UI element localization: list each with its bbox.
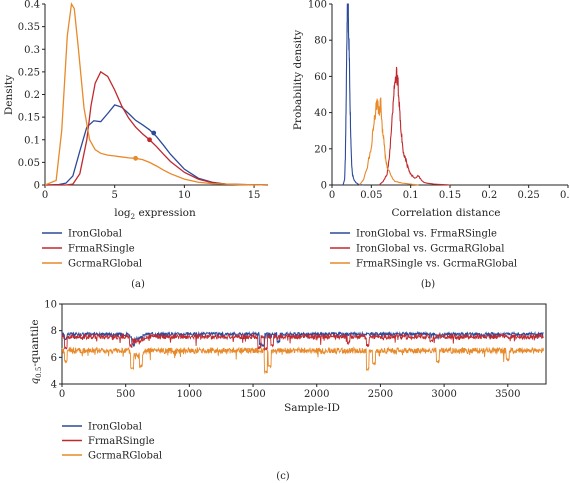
series-line-IronGlobal vs. FrmaRSingle	[342, 3, 364, 186]
series-marker-FrmaRSingle	[147, 137, 152, 143]
panel-c-ylabel: q0.5-quantile	[29, 319, 43, 384]
panel-c-x-tick-label: 1000	[177, 389, 202, 400]
panel-a-y-tick-label: 0.35	[18, 22, 40, 33]
legend-a-label: IronGlobal	[68, 229, 122, 240]
panel-label-a: (a)	[131, 279, 145, 290]
panel-c-x-tick-label: 500	[116, 389, 135, 400]
panel-b-y-tick-label: 0	[321, 181, 327, 192]
panel-a-y-tick-label: 0.05	[18, 158, 40, 169]
series-marker-GcrmaRGlobal	[133, 155, 138, 161]
panel-c-y-tick-label: 6	[51, 353, 57, 364]
panel-a-ylabel: Density	[3, 75, 15, 115]
panel-c-xlabel: Sample-ID	[284, 402, 340, 414]
panel-a-x-tick-label: 5	[112, 190, 118, 201]
panel-c-chart: q0.5-quantile Sample-ID 0 500 1000 1500 2000…	[29, 300, 547, 414]
panel-a-y-tick-label: 0.15	[18, 113, 40, 124]
legend-a: IronGlobal FrmaRSingle GcrmaRGlobal	[42, 229, 142, 270]
series-line-FrmaRSingle	[61, 332, 544, 352]
panel-a-chart: Density log2 expression 0 5 10 15 0 0.05 0.1 0.…	[3, 0, 269, 221]
legend-c-label: GcrmaRGlobal	[88, 451, 162, 462]
panel-c-x-tick-label: 1500	[240, 389, 265, 400]
panel-c-x-tick-label: 2000	[304, 389, 329, 400]
panel-c-x-tick-label: 3500	[495, 389, 520, 400]
panel-b-y-tick-label: 80	[314, 36, 327, 47]
legend-a-label: GcrmaRGlobal	[68, 259, 142, 270]
series-line-FrmaRSingle vs. GcrmaRGlobal	[359, 97, 419, 186]
panel-a-xlabel: log2 expression	[114, 207, 196, 221]
panel-b-x-tick-label: 0.25	[518, 190, 540, 201]
panel-b-x-tick-label: 0.05	[360, 190, 382, 201]
panel-b-x-tick-label: 0.15	[439, 190, 461, 201]
legend-b-label: IronGlobal vs. GcrmaRGlobal	[356, 244, 504, 255]
panel-a-y-tick-label: 0.4	[24, 0, 40, 11]
legend-b-label: FrmaRSingle vs. GcrmaRGlobal	[356, 259, 517, 270]
panel-label-b: (b)	[421, 279, 435, 290]
panel-c-y-tick-label: 10	[44, 300, 57, 311]
legend-c-label: FrmaRSingle	[88, 436, 155, 447]
panel-c-x-tick-label: 2500	[368, 389, 393, 400]
panel-b-y-tick-label: 100	[308, 0, 327, 11]
panel-b-y-tick-label: 60	[314, 72, 327, 83]
panel-a-y-tick-label: 0.1	[24, 135, 40, 146]
series-line-IronGlobal	[44, 104, 269, 186]
series-marker-IronGlobal	[151, 130, 157, 136]
series-line-GcrmaRGlobal	[61, 346, 544, 375]
panel-a-x-tick-label: 10	[178, 190, 191, 201]
panel-b-x-tick-label: 0.2	[481, 190, 497, 201]
legend-b-label: IronGlobal vs. FrmaRSingle	[356, 229, 497, 240]
panel-b-y-tick-label: 20	[314, 144, 327, 155]
legend-b: IronGlobal vs. FrmaRSingle IronGlobal vs.…	[330, 229, 517, 270]
panel-a-y-tick-label: 0	[34, 181, 40, 192]
legend-c: IronGlobal FrmaRSingle GcrmaRGlobal	[62, 422, 162, 462]
panel-c-y-tick-label: 4	[51, 380, 57, 391]
panel-c-y-tick-label: 8	[51, 326, 57, 337]
legend-c-label: IronGlobal	[88, 422, 142, 433]
panel-c-x-tick-label: 0	[59, 389, 65, 400]
legend-a-label: FrmaRSingle	[68, 244, 135, 255]
panel-b-x-tick-label: 0	[329, 190, 335, 201]
panel-b-x-tick-label: 0.3	[560, 190, 570, 201]
panel-a-x-tick-label: 15	[248, 190, 261, 201]
panel-b-chart: Probability density Correlation distance…	[292, 0, 570, 219]
panel-a-x-tick-label: 0	[42, 190, 48, 201]
panel-b-x-tick-label: 0.1	[403, 190, 419, 201]
panel-c-x-tick-label: 3000	[431, 389, 456, 400]
panel-a-y-tick-label: 0.3	[24, 45, 40, 56]
series-line-GcrmaRGlobal	[44, 2, 269, 186]
panel-b-xlabel: Correlation distance	[391, 207, 500, 219]
panel-a-y-tick-label: 0.25	[18, 67, 40, 78]
panel-b-ylabel: Probability density	[292, 30, 304, 130]
panel-b-y-tick-label: 40	[314, 108, 327, 119]
series-line-IronGlobal vs. GcrmaRGlobal	[378, 66, 451, 186]
panel-label-c: (c)	[276, 471, 290, 482]
series-line-FrmaRSingle	[45, 70, 269, 186]
panel-a-y-tick-label: 0.2	[24, 90, 40, 101]
panel-b-axis-frame	[331, 4, 568, 186]
